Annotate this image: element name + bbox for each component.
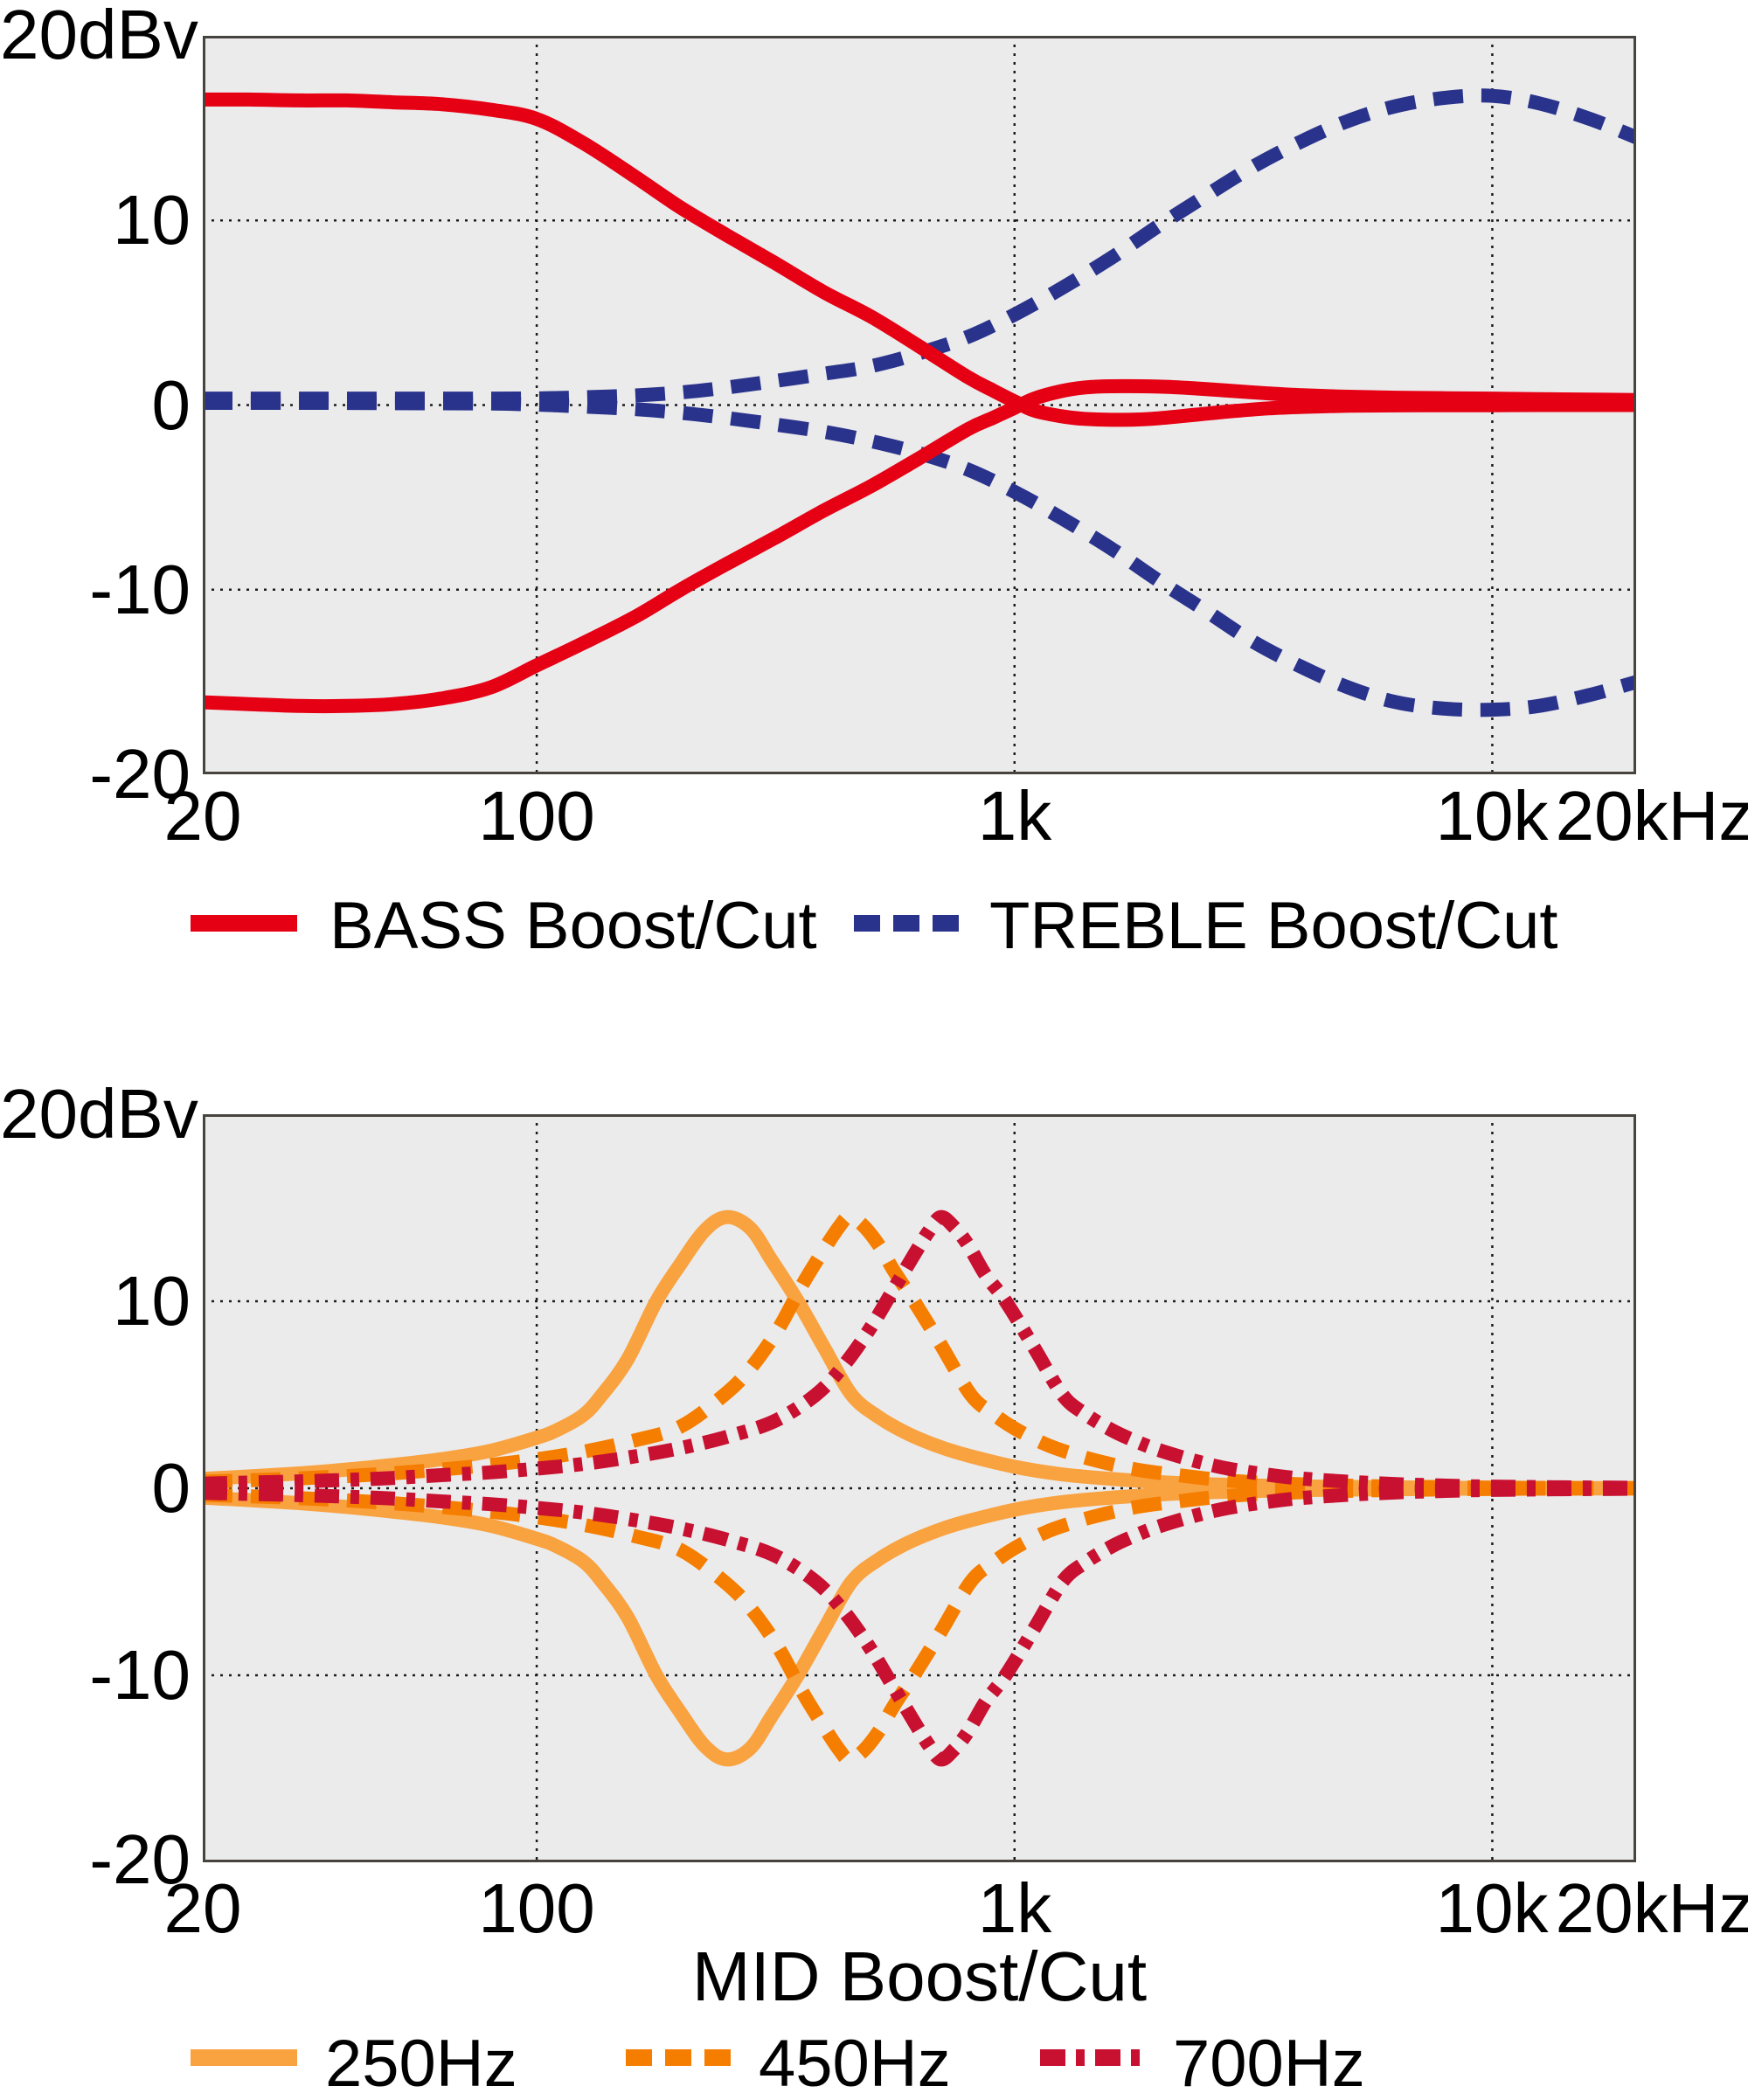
legend-label-700hz: 700Hz xyxy=(1173,2027,1365,2100)
x-axis-title-mid: MID Boost/Cut xyxy=(691,1937,1148,2015)
bass-treble-response-plot xyxy=(203,36,1636,774)
y-tick-neg10-top: -10 xyxy=(89,551,191,628)
x-tick-100-bottom: 100 xyxy=(478,1869,595,1947)
y-tick-0-top: 0 xyxy=(151,366,191,444)
legend-swatch-450hz xyxy=(626,2049,732,2066)
x-tick-1k-top: 1k xyxy=(977,777,1052,855)
x-tick-20-top: 20 xyxy=(163,777,242,855)
y-axis-unit-label-bottom: 20dBv xyxy=(0,1075,198,1153)
x-tick-1k-bottom: 1k xyxy=(977,1869,1052,1947)
x-tick-10k-top: 10k xyxy=(1435,777,1549,855)
legend-swatch-250hz xyxy=(191,2049,297,2066)
x-tick-10k-bottom: 10k xyxy=(1435,1869,1549,1947)
legend-swatch-700hz xyxy=(1040,2049,1147,2066)
x-tick-100-top: 100 xyxy=(478,777,595,855)
y-tick-neg10-bottom: -10 xyxy=(89,1636,191,1714)
legend-swatch-treble xyxy=(854,915,959,932)
x-tick-20khz-top: 20kHz xyxy=(1555,777,1748,855)
mid-response-plot xyxy=(203,1114,1636,1862)
y-tick-neg20-top: -20 xyxy=(89,735,191,813)
legend-label-treble: TREBLE Boost/Cut xyxy=(989,889,1558,963)
legend-label-250hz: 250Hz xyxy=(325,2027,517,2100)
y-tick-0-bottom: 0 xyxy=(151,1449,191,1527)
y-tick-10-top: 10 xyxy=(113,181,191,259)
x-tick-20-bottom: 20 xyxy=(163,1869,242,1947)
legend-label-450hz: 450Hz xyxy=(759,2027,951,2100)
y-tick-10-bottom: 10 xyxy=(113,1262,191,1340)
y-tick-neg20-bottom: -20 xyxy=(89,1820,191,1898)
legend-label-bass: BASS Boost/Cut xyxy=(329,889,817,963)
y-axis-unit-label-top: 20dBv xyxy=(0,0,198,73)
x-tick-20khz-bottom: 20kHz xyxy=(1555,1869,1748,1947)
legend-swatch-bass xyxy=(191,915,297,932)
